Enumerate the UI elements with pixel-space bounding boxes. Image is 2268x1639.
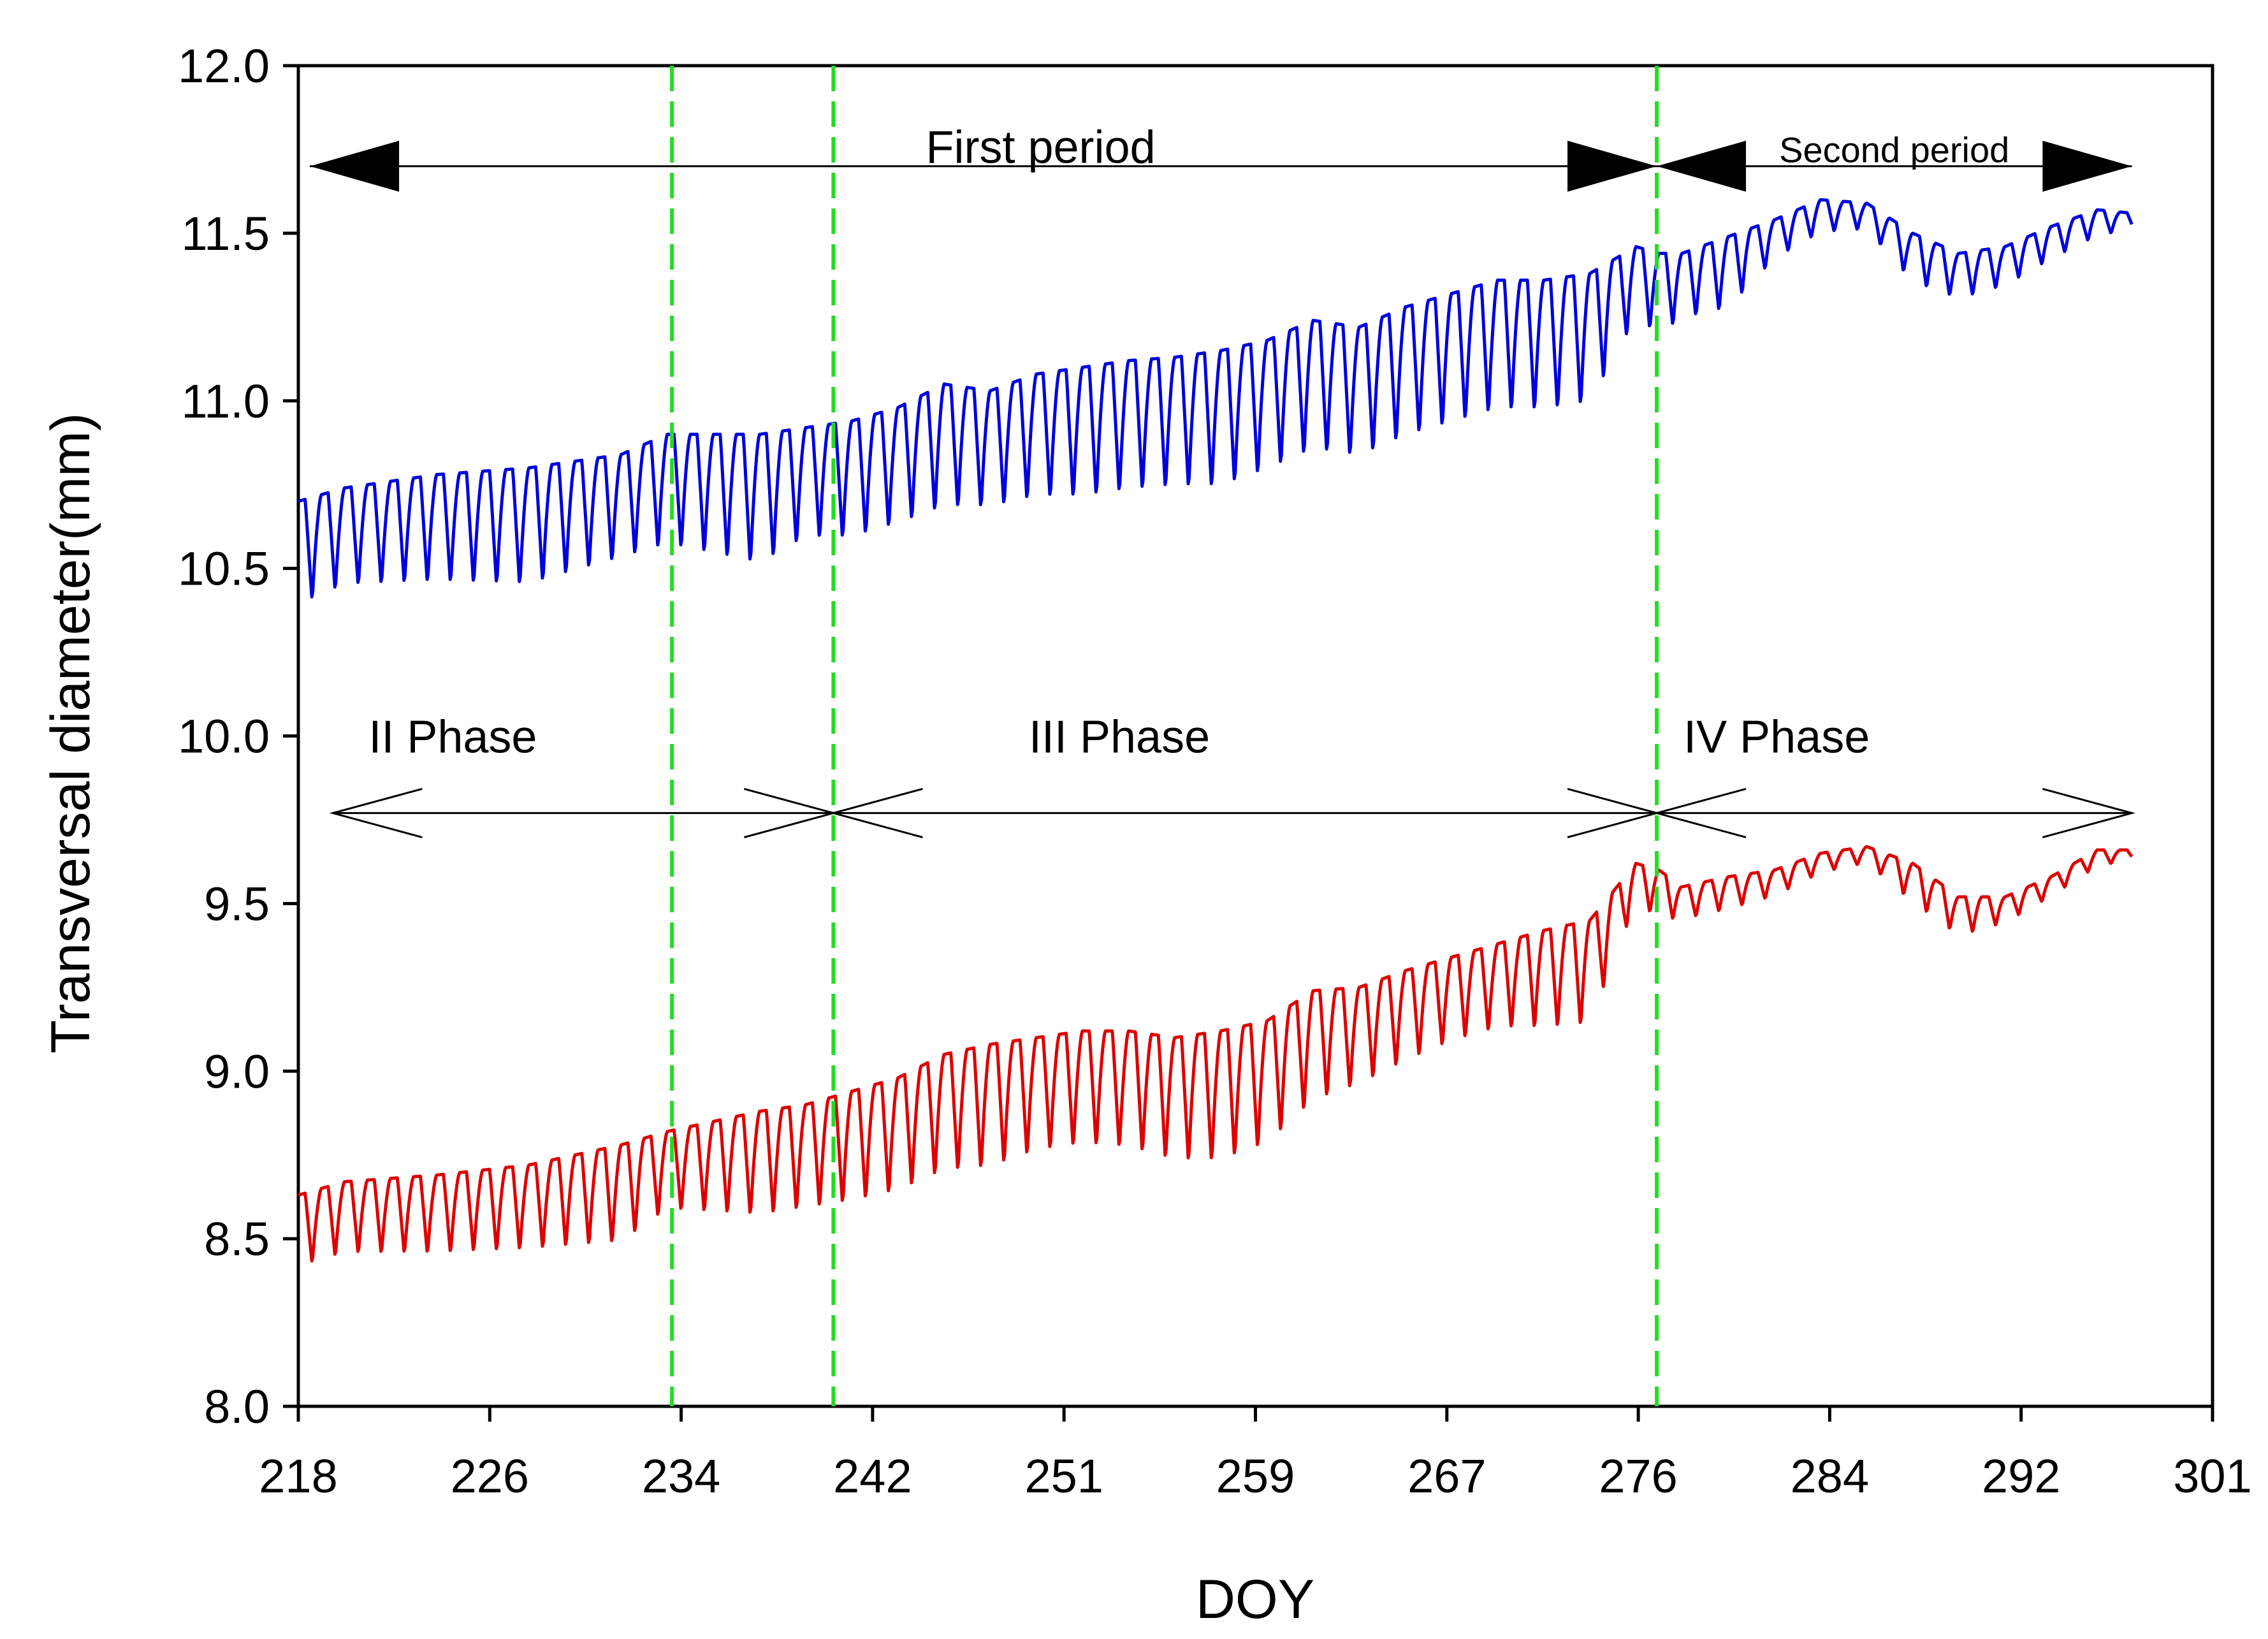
x-axis-title: DOY [1196, 1569, 1314, 1630]
first-period-label: First period [926, 122, 1156, 173]
x-tick-label: 226 [451, 1450, 529, 1503]
first-period-arrow-head [1567, 140, 1657, 192]
y-tick-label: 9.5 [204, 877, 270, 930]
series-layer [298, 198, 2134, 1263]
y-tick-label: 9.0 [204, 1045, 270, 1098]
phase-4-label: IV Phase [1683, 712, 1870, 763]
phase-3-arrow-head [829, 787, 923, 838]
y-tick-label: 12.0 [178, 40, 270, 92]
x-tick-label: 242 [833, 1450, 912, 1503]
annotations: First period Second period II Phase III … [310, 122, 2136, 838]
first-period-arrow-head [310, 140, 400, 192]
x-tick-label: 251 [1024, 1450, 1103, 1503]
x-axis: 218 226 234 242 251 259 267 276 284 292 301 [259, 1406, 2252, 1503]
y-tick-label: 11.5 [181, 207, 270, 260]
x-tick-label: 292 [1982, 1450, 2060, 1503]
second-period-arrow-head [1657, 140, 1747, 192]
phase-2-label: II Phase [368, 712, 537, 763]
y-tick-label: 10.5 [178, 543, 270, 595]
y-axis-title: Transversal diameter(mm) [40, 412, 101, 1053]
x-tick-label: 267 [1407, 1450, 1486, 1503]
second-period-label: Second period [1779, 130, 2009, 170]
y-tick-label: 8.0 [204, 1380, 270, 1433]
y-tick-label: 11.0 [181, 375, 270, 428]
y-axis: 8.0 8.5 9.0 9.5 10.0 10.5 11.0 11.5 12.0 [178, 40, 298, 1433]
x-tick-label: 259 [1216, 1450, 1295, 1503]
y-tick-label: 8.5 [204, 1213, 270, 1265]
second-period-arrow-head [2042, 140, 2132, 192]
y-tick-label: 10.0 [178, 710, 270, 763]
x-tick-label: 218 [259, 1450, 337, 1503]
x-tick-label: 284 [1791, 1450, 1869, 1503]
x-tick-label: 234 [642, 1450, 720, 1503]
phase-2-arrow-head [329, 787, 423, 838]
phase-boundaries [670, 66, 1659, 1406]
phase-3-label: III Phase [1029, 712, 1210, 763]
series-line-2 [298, 845, 2134, 1263]
x-tick-label: 301 [2173, 1450, 2251, 1503]
series-line-1 [298, 198, 2134, 599]
phase-4-arrow-head [2042, 787, 2136, 838]
phase-4-arrow-head [1653, 787, 1747, 838]
x-tick-label: 276 [1599, 1450, 1677, 1503]
